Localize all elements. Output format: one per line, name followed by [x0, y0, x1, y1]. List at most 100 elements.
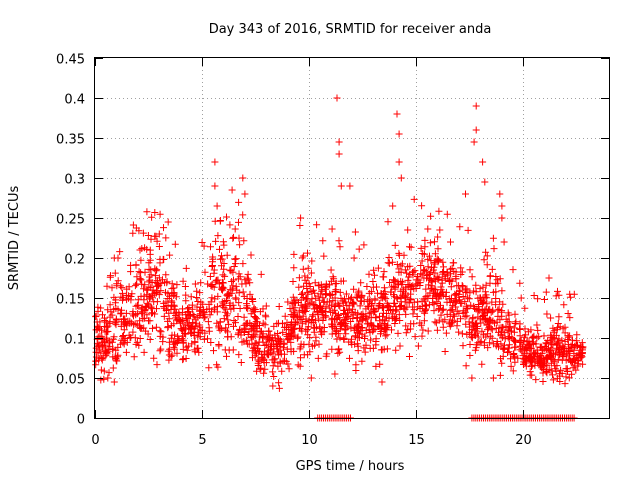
data-point: [137, 256, 145, 264]
data-point: [406, 281, 414, 289]
y-tick-label: 0.1: [64, 333, 85, 348]
data-point: [196, 321, 204, 329]
data-point: [507, 362, 515, 370]
data-point: [477, 319, 485, 327]
data-point: [118, 284, 126, 292]
data-point: [307, 269, 315, 277]
data-point: [346, 354, 353, 362]
data-point: [288, 300, 296, 308]
data-point: [372, 341, 380, 349]
data-point: [218, 325, 226, 333]
data-point: [498, 359, 506, 367]
data-point: [269, 382, 277, 390]
x-tick-label: 0: [91, 433, 99, 448]
y-tick-label: 0.15: [56, 293, 85, 308]
data-point: [370, 308, 378, 316]
data-point: [561, 380, 569, 388]
data-point: [262, 302, 270, 310]
data-point: [358, 324, 366, 332]
data-point: [383, 302, 391, 310]
data-point: [242, 280, 250, 288]
data-point: [438, 279, 446, 287]
data-point: [490, 245, 498, 253]
data-point: [352, 333, 360, 341]
data-point: [519, 340, 527, 348]
data-point: [235, 299, 243, 307]
data-point: [335, 138, 343, 146]
data-point: [418, 202, 426, 210]
data-point: [319, 294, 327, 302]
data-point: [248, 333, 256, 341]
data-point: [492, 342, 500, 350]
data-point: [570, 349, 578, 357]
data-point: [190, 312, 198, 320]
data-point: [333, 335, 341, 343]
data-point: [143, 245, 151, 253]
data-point: [431, 260, 439, 268]
data-point: [239, 288, 247, 296]
data-point: [204, 280, 212, 288]
data-point: [478, 327, 486, 335]
data-point: [524, 328, 532, 336]
data-point: [104, 374, 112, 382]
data-point: [352, 325, 360, 333]
data-point: [483, 252, 491, 260]
data-point: [298, 254, 306, 262]
data-point: [137, 269, 145, 277]
data-point: [335, 150, 343, 158]
data-point: [294, 333, 302, 341]
data-point: [219, 271, 227, 279]
data-point: [337, 182, 345, 190]
data-point: [248, 340, 256, 348]
data-point: [268, 356, 276, 364]
data-point: [196, 312, 204, 319]
data-point: [308, 257, 316, 265]
data-point: [467, 301, 475, 309]
data-point: [364, 296, 372, 304]
data-point: [270, 345, 278, 353]
data-point: [99, 336, 107, 344]
data-point: [428, 278, 436, 286]
data-point: [336, 334, 344, 342]
data-point: [431, 318, 439, 326]
data-point: [153, 361, 161, 369]
data-point: [195, 348, 203, 356]
data-point: [144, 330, 152, 338]
data-point: [547, 354, 555, 362]
data-point: [478, 360, 486, 368]
data-point: [485, 324, 493, 332]
data-point: [392, 346, 400, 354]
data-point: [381, 332, 389, 340]
data-point: [119, 289, 126, 297]
data-point: [290, 311, 298, 319]
data-point: [472, 331, 480, 339]
data-point: [395, 251, 403, 259]
data-point: [502, 322, 510, 330]
data-point: [498, 214, 506, 222]
data-point: [549, 376, 557, 384]
data-point: [275, 379, 283, 387]
data-point: [358, 357, 366, 365]
data-point: [566, 293, 574, 301]
data-point: [431, 238, 438, 246]
data-point: [397, 268, 405, 276]
data-point: [211, 158, 219, 166]
data-point: [484, 326, 491, 334]
data-point: [388, 310, 396, 318]
data-point: [100, 367, 108, 375]
data-point: [112, 296, 120, 304]
data-point: [119, 294, 127, 302]
data-point: [231, 225, 239, 233]
data-point: [185, 304, 193, 311]
data-point: [569, 358, 576, 366]
data-point: [418, 257, 426, 265]
data-point: [434, 233, 442, 241]
data-point: [573, 331, 581, 339]
data-point: [144, 232, 152, 239]
data-point: [236, 241, 244, 249]
data-point: [217, 255, 224, 263]
data-point: [194, 298, 202, 305]
data-point: [401, 305, 409, 313]
data-point: [109, 353, 117, 361]
data-point: [275, 340, 283, 348]
